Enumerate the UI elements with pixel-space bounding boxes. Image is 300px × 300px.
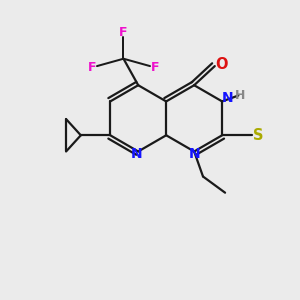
Text: H: H: [235, 89, 246, 102]
Text: F: F: [88, 61, 96, 74]
Text: N: N: [188, 147, 200, 161]
Text: O: O: [215, 57, 227, 72]
Text: N: N: [131, 147, 142, 161]
Text: F: F: [151, 61, 160, 74]
Text: F: F: [119, 26, 128, 39]
Text: S: S: [253, 128, 263, 143]
Text: N: N: [222, 91, 233, 105]
